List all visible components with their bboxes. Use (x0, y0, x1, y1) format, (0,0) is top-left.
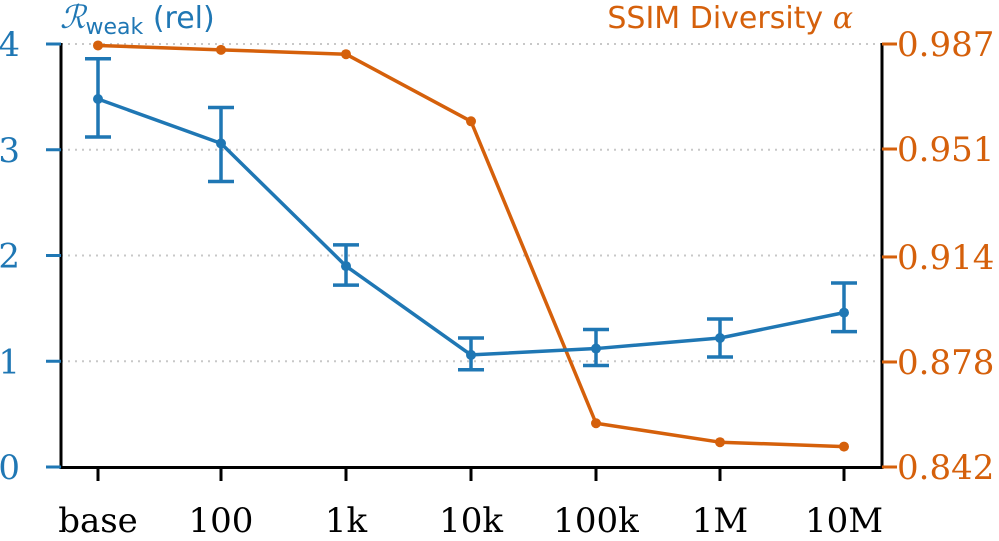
x-tick-label: 1M (692, 501, 748, 541)
x-tick-label: 100 (189, 501, 254, 541)
x-tick-label: base (58, 501, 138, 541)
left-axis-ticks: 0 1 2 3 4 (0, 25, 61, 488)
x-tick-label: 100k (553, 501, 639, 541)
r-weak-point (216, 138, 226, 149)
right-axis-title-text: SSIM Diversity (607, 1, 832, 36)
x-axis-ticks: base 100 1k 10k 100k 1M 10M (58, 467, 883, 541)
ssim-diversity-point (341, 49, 351, 60)
left-axis-title-subscript: weak (86, 15, 144, 40)
x-tick-label: 1k (325, 501, 368, 541)
ssim-diversity-line (97, 43, 845, 449)
r-weak-series (85, 57, 857, 372)
left-tick-label: 0 (0, 448, 20, 488)
right-axis-ticks: 0.842 0.878 0.914 0.951 0.987 (882, 25, 994, 488)
right-axis-title-symbol: α (833, 1, 853, 36)
right-tick-label: 0.987 (897, 25, 994, 65)
x-tick-label: 10k (439, 501, 503, 541)
ssim-diversity-point (93, 40, 103, 51)
r-weak-point (591, 343, 601, 354)
grid-lines (61, 43, 882, 363)
left-tick-label: 2 (0, 237, 20, 277)
ssim-diversity-point (591, 418, 601, 429)
right-tick-label: 0.878 (897, 343, 994, 383)
ssim-diversity-series (93, 40, 849, 452)
ssim-diversity-point (715, 437, 725, 448)
r-weak-line (97, 97, 845, 357)
ssim-diversity-point (466, 116, 476, 127)
ssim-diversity-point (839, 441, 849, 452)
r-weak-point (341, 261, 351, 272)
r-weak-point (93, 93, 103, 104)
left-axis-title: ℛweak (rel) (60, 0, 215, 40)
right-tick-label: 0.951 (897, 130, 994, 170)
right-tick-label: 0.842 (897, 448, 994, 488)
left-axis-title-suffix: (rel) (143, 1, 214, 36)
right-axis-title: SSIM Diversity α (607, 1, 853, 36)
r-weak-point (466, 349, 476, 360)
left-tick-label: 4 (0, 25, 20, 65)
left-tick-label: 3 (0, 131, 20, 171)
ssim-diversity-point (216, 44, 226, 55)
left-axis-title-symbol: ℛ (60, 0, 88, 36)
r-weak-point (839, 307, 849, 318)
x-tick-label: 10M (805, 501, 883, 541)
right-tick-label: 0.914 (897, 238, 994, 278)
r-weak-point (715, 332, 725, 343)
left-tick-label: 1 (0, 342, 20, 382)
